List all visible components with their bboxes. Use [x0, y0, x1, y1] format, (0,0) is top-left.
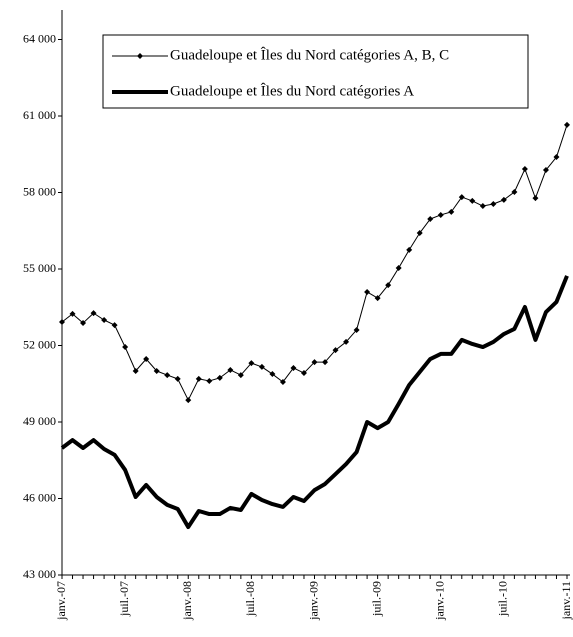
y-tick-label: 55 000	[23, 261, 56, 275]
point	[364, 288, 371, 295]
point	[353, 326, 360, 333]
point	[406, 246, 413, 253]
point	[469, 197, 476, 204]
point	[343, 338, 350, 345]
series-line	[60, 275, 569, 530]
point	[132, 368, 139, 374]
point	[479, 203, 486, 210]
legend-marker	[137, 53, 143, 59]
point	[59, 319, 65, 326]
point	[500, 196, 507, 203]
y-tick-label: 52 000	[23, 337, 56, 351]
point	[322, 359, 329, 366]
point	[395, 264, 402, 271]
point	[279, 378, 286, 385]
y-tick-label: 61 000	[23, 108, 56, 122]
x-tick-label: juil.-10	[496, 581, 510, 617]
x-tick-label: janv.-08	[180, 581, 194, 621]
point	[490, 200, 497, 207]
point	[248, 360, 255, 367]
x-tick-label: janv.-10	[433, 581, 447, 621]
y-tick-label: 49 000	[23, 414, 56, 428]
point	[311, 359, 318, 366]
point	[195, 375, 202, 382]
point	[258, 363, 265, 370]
point	[300, 370, 307, 377]
point	[206, 377, 213, 384]
point	[90, 310, 97, 317]
x-tick-label: juil.-08	[243, 581, 257, 617]
x-tick-label: janv.-07	[54, 581, 68, 621]
series-line	[61, 124, 568, 401]
point	[269, 371, 276, 378]
point	[448, 208, 455, 215]
point	[227, 366, 234, 373]
point	[69, 310, 76, 317]
point	[216, 374, 223, 381]
y-tick-label: 64 000	[23, 31, 56, 45]
point	[521, 166, 528, 173]
point	[437, 211, 444, 218]
legend-box	[102, 34, 529, 109]
point	[458, 194, 465, 201]
point	[122, 344, 129, 351]
point	[290, 364, 297, 371]
point	[153, 368, 160, 374]
point	[427, 216, 434, 223]
point	[332, 347, 339, 354]
x-tick-label: juil.-09	[369, 581, 383, 617]
x-tick-label: juil.-07	[117, 581, 131, 617]
point	[542, 167, 549, 174]
point	[101, 317, 108, 323]
point	[564, 121, 570, 128]
point	[164, 372, 171, 379]
point	[111, 322, 118, 329]
point	[174, 375, 181, 382]
point	[237, 372, 244, 379]
x-tick-label: janv.-09	[306, 581, 320, 621]
point	[80, 320, 87, 327]
legend-label: Guadeloupe et Îles du Nord catégories A,…	[170, 46, 449, 63]
y-tick-label: 58 000	[23, 184, 56, 198]
y-tick-label: 46 000	[23, 490, 56, 504]
point	[385, 282, 392, 289]
point	[416, 230, 423, 237]
y-tick-label: 43 000	[23, 567, 56, 581]
point	[143, 356, 150, 363]
point	[185, 397, 192, 404]
point	[511, 188, 518, 195]
x-tick-label: janv.-11	[559, 581, 573, 620]
legend-label: Guadeloupe et Îles du Nord catégories A	[170, 82, 414, 99]
point	[553, 154, 560, 161]
point	[532, 195, 539, 202]
point	[374, 295, 381, 302]
